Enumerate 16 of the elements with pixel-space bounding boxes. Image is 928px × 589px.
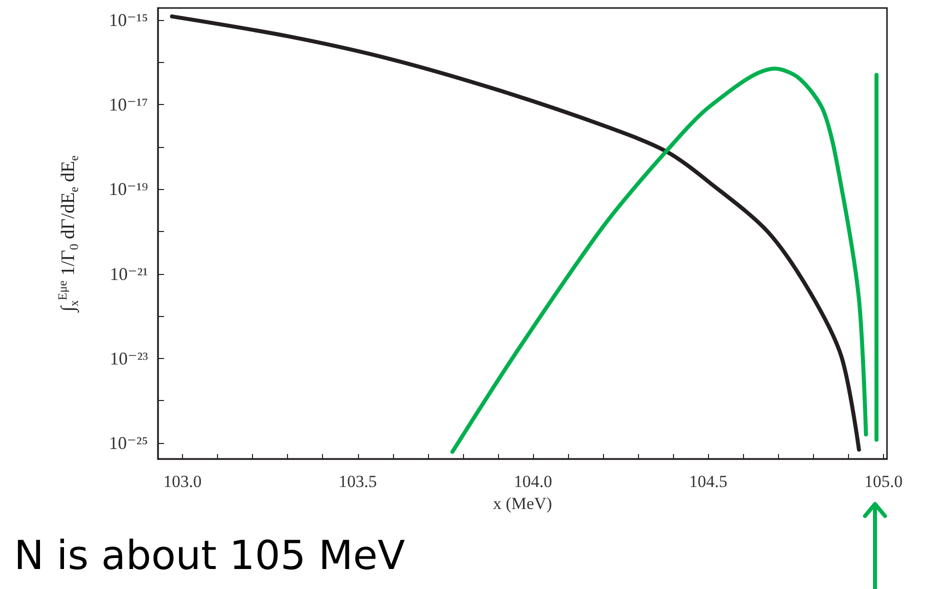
x-axis-title: x (MeV) — [492, 494, 552, 513]
line-series — [170, 14, 861, 452]
x-tick-label: 103.0 — [163, 472, 202, 491]
y-tick-label: 10⁻¹⁷ — [108, 94, 148, 114]
y-tick-label: 10⁻¹⁵ — [108, 10, 148, 30]
x-tick-label: 103.5 — [338, 472, 377, 491]
line-series — [450, 66, 868, 454]
x-tick-label: 104.0 — [514, 472, 552, 491]
text: ∫xEμe 1/Γ0 dΓ/dEe dEe — [56, 155, 81, 312]
y-tick-label: 10⁻²³ — [110, 348, 149, 368]
text: N is about 105 MeV — [14, 533, 406, 579]
y-tick-label: 10⁻²⁵ — [108, 433, 148, 454]
y-tick-label: 10⁻²¹ — [110, 264, 148, 284]
y-tick-label: 10⁻¹⁹ — [108, 179, 148, 200]
x-tick-label: 105.0 — [864, 472, 903, 491]
x-tick-label: 104.5 — [689, 472, 728, 491]
